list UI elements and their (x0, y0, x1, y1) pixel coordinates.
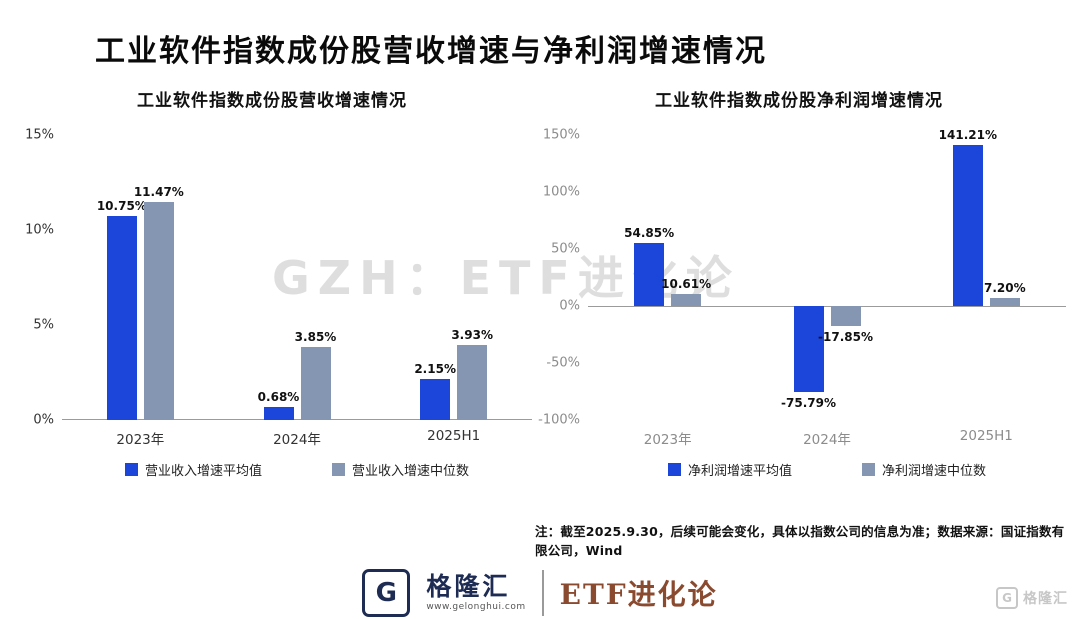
net-profit-chart-title: 工业软件指数成份股净利润增速情况 (655, 91, 943, 111)
page-title: 工业软件指数成份股营收增速与净利润增速情况 (95, 34, 767, 69)
legend-item: 净利润增速中位数 (862, 460, 986, 479)
legend-swatch (862, 463, 875, 476)
y-axis-tick: -50% (546, 355, 580, 371)
x-axis-label: 2025H1 (427, 428, 481, 444)
legend-swatch (332, 463, 345, 476)
bar-value-label: 11.47% (133, 185, 184, 200)
bar-value-label: 10.75% (96, 198, 147, 213)
legend-swatch (667, 463, 681, 476)
legend-label: 净利润增速中位数 (882, 464, 987, 479)
brand-bar: G 格隆汇 www.gelonghui.com ETF进化论 (0, 569, 1080, 617)
net-profit-plot-area: 54.85% 10.61% -75.79% -17.85% 141.21% 7.20% (588, 128, 1066, 420)
bar (263, 407, 294, 420)
bar (830, 306, 861, 327)
revenue-growth-chart: 工业软件指数成份股营收增速情况 0% 5% 10% 15% 10.75% 11.47% 0… (12, 86, 532, 479)
brand-divider (541, 570, 544, 616)
revenue-plot-area: 10.75% 11.47% 0.68% 3.85% 2.15% 3.93% (62, 135, 532, 420)
bar (952, 145, 983, 306)
x-axis-label: 2023年 (643, 432, 692, 448)
x-axis-label: 2025H1 (959, 428, 1013, 444)
x-axis-label: 2024年 (273, 432, 321, 448)
y-axis-tick: 0% (33, 412, 54, 428)
bar-value-label: -75.79% (781, 396, 836, 411)
legend-label: 营业收入增速平均值 (144, 464, 262, 479)
corner-watermark: G 格隆汇 (996, 587, 1068, 609)
revenue-y-axis: 0% 5% 10% 15% (12, 128, 62, 428)
footnote: 注：截至2025.9.30，后续可能会变化，具体以指数公司的信息为准；数据来源：… (535, 524, 1065, 558)
brand-text-block: 格隆汇 www.gelonghui.com (426, 571, 526, 613)
bar (457, 345, 488, 420)
zero-baseline (62, 419, 532, 420)
bar (671, 293, 702, 306)
bar-value-label: 54.85% (624, 226, 675, 241)
bar-value-label: 0.68% (257, 390, 300, 405)
x-axis-label: 2023年 (116, 432, 165, 448)
legend-label: 净利润增速平均值 (687, 464, 792, 479)
bar (143, 202, 174, 420)
y-axis-tick: -100% (538, 412, 580, 428)
legend-item: 营业收入增速中位数 (332, 460, 469, 479)
zero-baseline (588, 306, 1066, 307)
net-profit-x-axis: 2023年 2024年 2025H1 (588, 420, 1066, 448)
y-axis-tick: 15% (25, 127, 54, 143)
legend-swatch (124, 463, 138, 476)
revenue-legend: 营业收入增速平均值 营业收入增速中位数 (62, 460, 532, 479)
bar (300, 346, 331, 420)
legend-item: 净利润增速平均值 (667, 460, 792, 479)
y-axis-tick: 5% (33, 317, 54, 333)
y-axis-tick: 50% (551, 241, 580, 257)
bar-value-label: 3.93% (451, 328, 493, 343)
bar (634, 243, 665, 306)
bar (420, 379, 451, 420)
corner-logo-icon: G (996, 587, 1018, 609)
y-axis-tick: 100% (542, 184, 580, 200)
bar-value-label: -17.85% (818, 330, 873, 345)
net-profit-y-axis: -100% -50% 0% 50% 100% 150% (532, 128, 588, 428)
y-axis-tick: 150% (542, 127, 580, 143)
revenue-plot-column: 10.75% 11.47% 0.68% 3.85% 2.15% 3.93% 2023年 20… (62, 135, 532, 479)
revenue-chart-title: 工业软件指数成份股营收增速情况 (137, 91, 407, 111)
net-profit-chart-body: -100% -50% 0% 50% 100% 150% 54.85% 10.61% -75.7… (532, 128, 1066, 479)
brand-name: 格隆汇 (426, 571, 511, 601)
net-profit-plot-column: 54.85% 10.61% -75.79% -17.85% 141.21% 7.20% 2… (588, 128, 1066, 479)
gelonghui-logo-icon: G (362, 569, 411, 617)
charts-area: 工业软件指数成份股营收增速情况 0% 5% 10% 15% 10.75% 11.47% 0… (0, 86, 1080, 479)
net-profit-growth-chart: 工业软件指数成份股净利润增速情况 -100% -50% 0% 50% 100% 150% … (532, 86, 1066, 479)
bar-value-label: 2.15% (414, 362, 456, 377)
bar (989, 297, 1020, 306)
corner-watermark-text: 格隆汇 (1023, 591, 1068, 607)
bar (793, 306, 824, 393)
brand-subtitle: ETF进化论 (559, 578, 718, 611)
bar-value-label: 141.21% (938, 128, 997, 143)
y-axis-tick: 10% (25, 222, 54, 238)
x-axis-label: 2024年 (803, 432, 851, 448)
brand-url: www.gelonghui.com (426, 601, 526, 612)
net-profit-legend: 净利润增速平均值 净利润增速中位数 (588, 460, 1066, 479)
y-axis-tick: 0% (559, 298, 580, 314)
legend-label: 营业收入增速中位数 (352, 464, 470, 479)
revenue-x-axis: 2023年 2024年 2025H1 (62, 420, 532, 448)
bar-value-label: 10.61% (661, 276, 712, 291)
bar (106, 215, 137, 420)
revenue-chart-body: 0% 5% 10% 15% 10.75% 11.47% 0.68% 3.85% 2.15% 3.… (12, 128, 532, 479)
bar-value-label: 7.20% (984, 280, 1026, 295)
bar-value-label: 3.85% (294, 329, 337, 344)
legend-item: 营业收入增速平均值 (124, 460, 262, 479)
